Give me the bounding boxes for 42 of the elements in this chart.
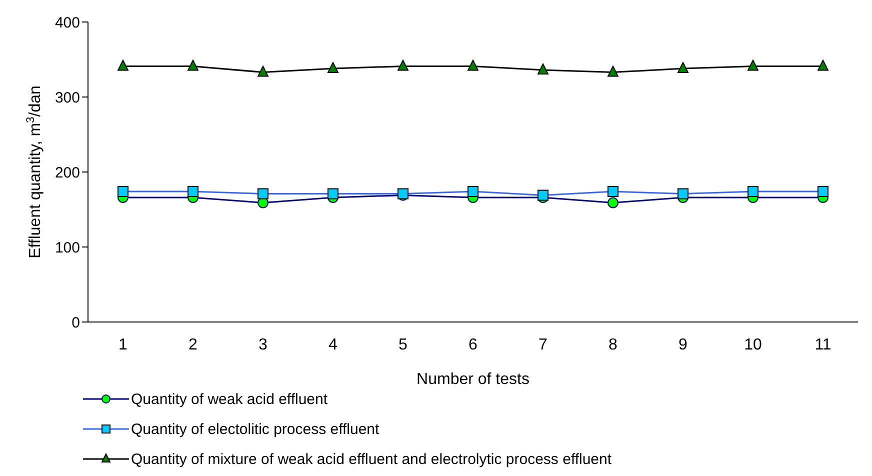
y-tick-label: 200 xyxy=(54,164,80,182)
x-tick-label: 7 xyxy=(538,336,548,354)
point xyxy=(678,188,688,200)
point xyxy=(258,188,268,200)
point xyxy=(538,190,548,201)
point xyxy=(188,60,198,71)
point xyxy=(818,60,828,71)
y-tick-label: 100 xyxy=(54,239,80,256)
x-tick-label: 1 xyxy=(118,336,128,354)
point xyxy=(118,60,128,71)
point xyxy=(328,62,338,73)
point xyxy=(608,186,618,197)
x-tick-label: 3 xyxy=(258,336,268,354)
point xyxy=(258,66,268,77)
point xyxy=(188,186,198,197)
point xyxy=(468,186,478,197)
x-tick-label: 5 xyxy=(398,336,408,354)
point xyxy=(748,60,758,71)
y-tick-label: 0 xyxy=(72,314,80,332)
x-tick-label: 8 xyxy=(608,336,618,354)
point xyxy=(608,66,618,77)
x-tick-label: 2 xyxy=(188,336,198,354)
x-tick-label: 11 xyxy=(814,336,832,354)
point xyxy=(748,186,758,197)
legend-label: Quantity of mixture of weak acid effluent and electrolytic process effluent xyxy=(131,450,612,468)
point xyxy=(468,60,478,71)
legend-label: Quantity of electolitic process effluent xyxy=(131,420,380,438)
point xyxy=(118,186,128,197)
x-tick-label: 10 xyxy=(744,336,762,354)
x-axis-title: Number of tests xyxy=(416,371,530,388)
point xyxy=(818,186,828,197)
point xyxy=(608,197,618,208)
point xyxy=(678,62,688,73)
x-tick-label: 6 xyxy=(468,336,478,354)
x-tick-label: 9 xyxy=(678,336,688,354)
y-tick-label: 400 xyxy=(54,14,80,32)
point xyxy=(538,64,548,74)
point xyxy=(328,188,338,200)
x-tick-label: 4 xyxy=(328,336,338,354)
y-tick-label: 300 xyxy=(54,89,80,106)
legend-label: Quantity of weak acid effluent xyxy=(131,390,328,408)
point xyxy=(398,60,408,71)
